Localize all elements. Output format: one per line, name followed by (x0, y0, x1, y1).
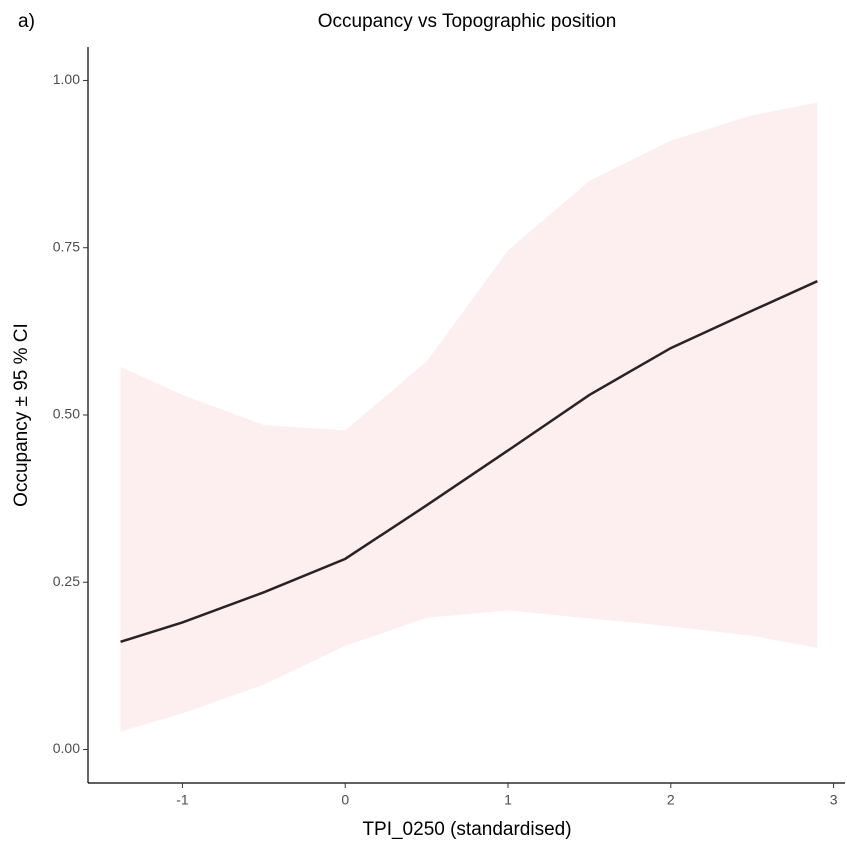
line (120, 280, 818, 644)
x-tick-label: 2 (667, 792, 675, 808)
chart-title: Occupancy vs Topographic position (318, 11, 617, 32)
y-tick-label: 0.00 (53, 740, 80, 756)
y-tick-label: 0.50 (53, 406, 80, 422)
y-tick-label: 0.75 (53, 238, 80, 254)
x-axis-label: TPI_0250 (standardised) (362, 819, 571, 840)
x-tick-label: 1 (504, 792, 512, 808)
panel-label: a) (18, 11, 35, 32)
y-tick-label: 0.25 (53, 573, 80, 589)
y-axis-label: Occupancy ± 95 % CI (11, 323, 32, 507)
confidence-band (120, 102, 818, 732)
x-tick-label: 3 (830, 792, 838, 808)
y-tick-label: 1.00 (53, 71, 80, 87)
x-tick-label: -1 (176, 792, 189, 808)
x-tick-label: 0 (341, 792, 349, 808)
